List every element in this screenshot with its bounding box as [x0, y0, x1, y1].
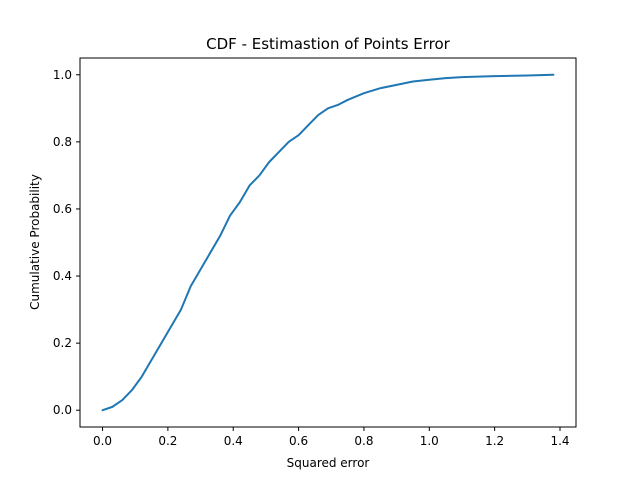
x-tick-label: 1.0	[420, 434, 439, 448]
plot-area: 0.0 0.2 0.4 0.6 0.8 1.0 1.2 1.4 0.0 0.2 0.4 0.6 0.8 1…	[53, 57, 577, 448]
x-tick-label: 0.4	[224, 434, 243, 448]
x-tick-label: 0.6	[289, 434, 308, 448]
x-tick-label: 0.0	[93, 434, 112, 448]
y-tick-label: 0.6	[53, 202, 72, 216]
x-tick-label: 0.8	[354, 434, 373, 448]
x-axis-label: Squared error	[287, 456, 370, 470]
y-tick-label: 0.0	[53, 403, 72, 417]
y-tick-label: 0.2	[53, 336, 72, 350]
series-line-0	[101, 73, 555, 412]
y-tick-label: 0.8	[53, 135, 72, 149]
axes-frame	[79, 57, 577, 428]
x-tick-label: 1.4	[550, 434, 569, 448]
x-tick-label: 0.2	[158, 434, 177, 448]
y-axis-label: Cumulative Probability	[28, 174, 42, 310]
x-tick-label: 1.2	[485, 434, 504, 448]
y-tick-label: 1.0	[53, 68, 72, 82]
chart-title: CDF - Estimastion of Points Error	[206, 35, 451, 53]
y-tick-label: 0.4	[53, 269, 72, 283]
